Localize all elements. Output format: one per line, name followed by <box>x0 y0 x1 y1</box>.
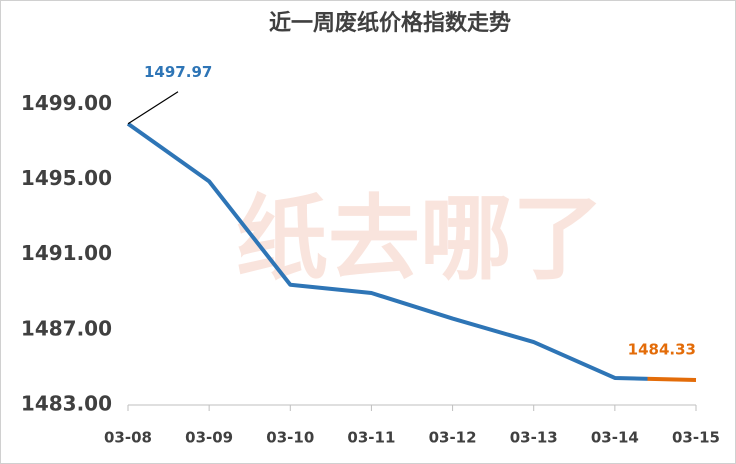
x-tick-label: 03-14 <box>591 429 639 447</box>
x-tick-label: 03-13 <box>510 429 558 447</box>
data-label: 1497.97 <box>144 63 212 81</box>
y-tick-label: 1499.00 <box>21 91 112 115</box>
watermark: 纸去哪了 <box>236 185 604 292</box>
x-tick-label: 03-10 <box>266 429 314 447</box>
data-label: 1484.33 <box>628 341 696 359</box>
x-tick-label: 03-11 <box>347 429 395 447</box>
leader-line <box>127 91 179 125</box>
x-tick-label: 03-15 <box>672 429 720 447</box>
x-tick-label: 03-09 <box>185 429 233 447</box>
x-tick-label: 03-08 <box>104 429 152 447</box>
y-tick-label: 1487.00 <box>21 316 112 340</box>
line <box>126 122 697 383</box>
chart-title: 近一周废纸价格指数走势 <box>269 10 511 36</box>
x-tick-label: 03-12 <box>429 429 477 447</box>
y-tick-label: 1491.00 <box>21 241 112 265</box>
y-tick-label: 1495.00 <box>21 166 112 190</box>
y-tick-label: 1483.00 <box>21 392 112 416</box>
